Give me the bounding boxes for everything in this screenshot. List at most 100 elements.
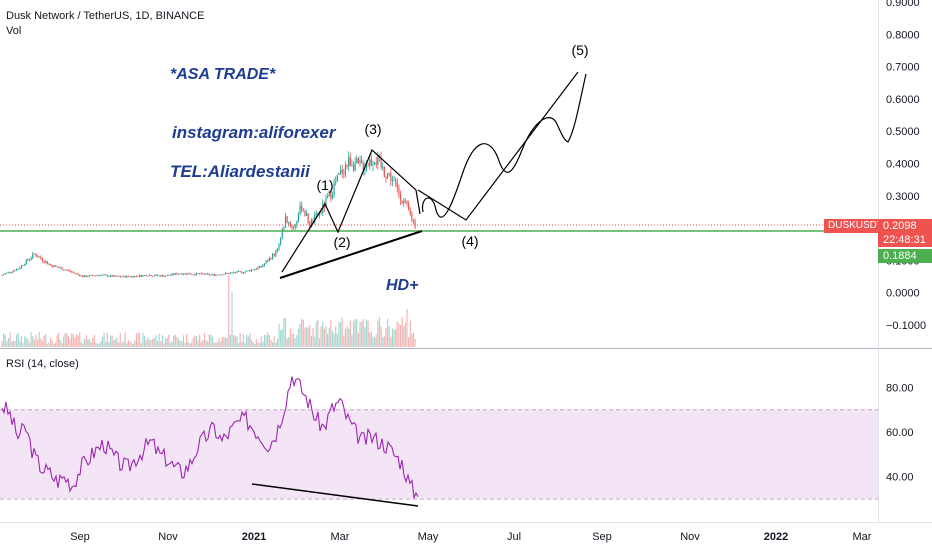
wave-projection-curve[interactable] [421,73,587,218]
volume-bar [126,343,128,347]
volume-bar [283,318,285,347]
volume-bar [404,322,406,347]
candle-body [53,265,55,268]
volume-bar [409,320,411,347]
volume-bar [242,334,244,347]
price-tick-label: 0.8000 [886,29,920,41]
candle-body [203,273,206,275]
candle-body [155,274,157,276]
candle-body [359,160,361,163]
volume-bar [246,334,248,347]
volume-bar [333,333,335,347]
volume-bar [124,332,126,347]
volume-bar [158,333,160,347]
volume-bar [369,333,371,347]
volume-bar [318,338,321,347]
candle-body [281,228,283,238]
candle-body [67,270,70,271]
volume-bar [98,343,100,347]
volume-bar [352,321,355,347]
candle-body [331,194,334,199]
candle-body [56,266,58,268]
volume-bar [401,317,403,347]
candle-body [250,269,253,272]
candle-body [75,273,78,275]
candle-body [4,273,6,275]
volume-bar [364,327,366,347]
price-tick-label: 0.3000 [886,191,920,203]
volume-bar [365,319,368,347]
candle-body [100,275,102,276]
candle-body [284,216,287,228]
candle-body [315,213,317,216]
volume-bar [374,337,376,347]
volume-bar [25,338,27,347]
candle-body [393,180,395,181]
candle-body [71,271,73,273]
volume-bar [215,342,217,347]
volume-bar [7,338,10,347]
candle-body [286,216,288,224]
volume-bar [121,342,123,347]
candle-body [403,200,405,204]
volume-bar [155,335,157,347]
volume-bar [239,332,241,347]
candle-body [50,263,52,266]
rsi-pane[interactable]: 80.00 60.00 40.00 [0,376,914,500]
volume-bars [1,275,416,347]
volume-bar [271,342,274,347]
candle-body [79,274,81,277]
volume-bar [378,317,381,347]
volume-bar [38,332,40,347]
candle-body [143,275,146,276]
wave-drawing[interactable] [281,148,421,273]
volume-bar [197,340,199,347]
volume-bar [268,334,270,347]
volume-bar [184,342,186,347]
volume-bar [302,319,304,347]
time-tick-label: Mar [331,531,350,543]
time-tick-label: Mar [853,531,872,543]
price-tick-label: 0.5000 [886,126,920,138]
candle-body [54,265,57,267]
candle-body [396,182,398,188]
candle-body [223,274,225,275]
candle-body [352,165,355,171]
candle-body [339,169,342,173]
volume-bar [113,339,115,347]
time-tick-label: Sep [70,531,90,543]
candle-body [66,269,68,271]
rsi-band [0,409,878,500]
volume-bar [317,319,319,347]
candle-body [267,260,269,262]
volume-bar [30,332,32,347]
candle-body [122,275,125,277]
volume-bar [325,326,327,347]
candle-body [328,191,330,196]
rsi-divergence-line[interactable] [251,483,419,507]
volume-bar [218,338,220,347]
candle-body [273,253,275,256]
volume-bar [171,341,173,347]
volume-bar [181,341,183,347]
volume-bar [344,328,347,347]
support-trendline[interactable] [279,230,423,279]
candle-body [33,253,35,255]
candle-body [270,258,272,260]
candle-body [351,165,353,167]
candle-body [62,269,65,271]
candle-body [246,270,248,272]
candle-body [343,173,345,175]
volume-bar [177,338,180,347]
candle-body [37,256,39,258]
candle-body [386,173,389,179]
candle-body [312,220,314,224]
price-pane[interactable] [0,0,878,348]
volume-bar [414,338,416,347]
volume-bar [247,336,249,347]
volume-bar [131,342,133,347]
volume-bar [56,334,58,347]
volume-bar [45,334,47,347]
volume-bar [315,321,317,347]
